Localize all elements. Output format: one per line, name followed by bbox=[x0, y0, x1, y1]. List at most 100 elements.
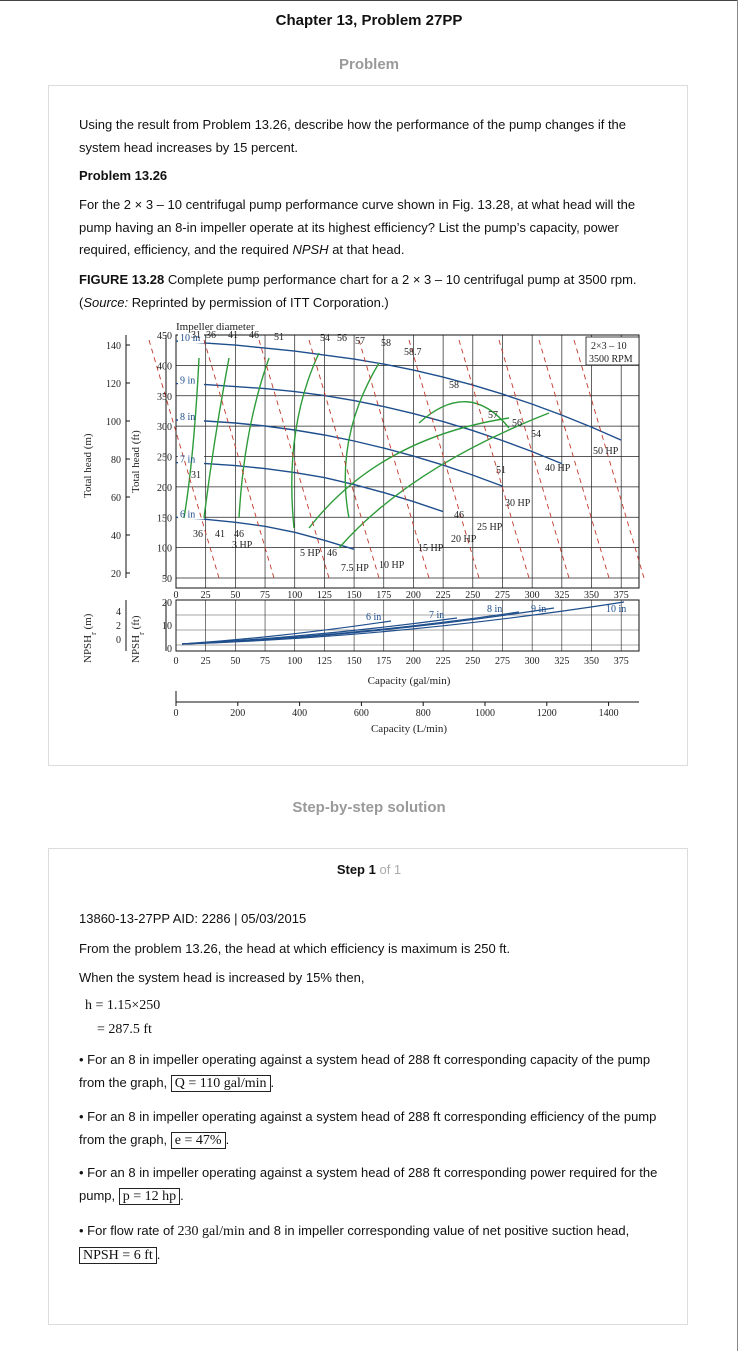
efficiency-label: 57 bbox=[488, 410, 498, 421]
head-ft-tick: 300 bbox=[157, 422, 172, 433]
npsh-gpm-tick: 150 bbox=[347, 656, 362, 667]
gpm-tick: 325 bbox=[554, 590, 569, 601]
efficiency-label: 31 bbox=[191, 470, 201, 481]
head-ft-axis-label: Total head (ft) bbox=[130, 430, 142, 493]
lpm-tick: 1400 bbox=[599, 708, 619, 719]
head-ft-tick: 400 bbox=[157, 361, 172, 372]
efficiency-label: 58 bbox=[381, 338, 391, 349]
hp-label: 7.5 HP bbox=[341, 563, 369, 574]
solution-line-1: From the problem 13.26, the head at whic… bbox=[79, 941, 511, 956]
efficiency-curve bbox=[291, 352, 320, 529]
head-m-tick: 120 bbox=[106, 379, 121, 390]
gpm-axis-label: Capacity (gal/min) bbox=[368, 675, 451, 687]
figure-caption: FIGURE 13.28 Complete pump performance c… bbox=[79, 272, 637, 310]
lpm-tick: 0 bbox=[174, 708, 179, 719]
npsh-ft-tick: 10 bbox=[162, 621, 172, 632]
npsh-gpm-tick: 375 bbox=[614, 656, 629, 667]
page-title: Chapter 13, Problem 27PP bbox=[275, 12, 463, 29]
efficiency-label: 58 bbox=[449, 380, 459, 391]
lpm-tick: 800 bbox=[416, 708, 431, 719]
sub-problem-title: Problem 13.26 bbox=[79, 168, 168, 183]
gpm-tick: 300 bbox=[525, 590, 540, 601]
gpm-tick: 200 bbox=[406, 590, 421, 601]
impeller-diameter-title: Impeller diameter bbox=[176, 321, 255, 333]
plot-frame bbox=[175, 334, 640, 589]
chart-labels: 4504003503002502001501005014012010080604… bbox=[82, 321, 633, 735]
efficiency-label: 41 bbox=[228, 330, 238, 341]
npsh-m-tick: 0 bbox=[116, 635, 121, 646]
npsh-ft-tick: 20 bbox=[162, 598, 172, 609]
npsh-frame bbox=[175, 599, 640, 652]
gpm-tick: 225 bbox=[436, 590, 451, 601]
npsh-gpm-tick: 250 bbox=[465, 656, 480, 667]
npsh-gpm-tick: 350 bbox=[584, 656, 599, 667]
efficiency-label: 41 bbox=[215, 529, 225, 540]
gpm-tick: 75 bbox=[260, 590, 270, 601]
step-card: Step 1 of 1 13860-13-27PP AID: 2286 | 05… bbox=[48, 848, 688, 1325]
efficiency-curve bbox=[418, 401, 510, 429]
head-m-tick: 20 bbox=[111, 569, 121, 580]
lpm-tick: 1200 bbox=[537, 708, 557, 719]
impeller-curve bbox=[175, 382, 563, 465]
gpm-tick: 150 bbox=[347, 590, 362, 601]
hp-line bbox=[573, 339, 645, 579]
bullet-power: • For an 8 in impeller operating against… bbox=[79, 1165, 658, 1205]
hp-label: 30 HP bbox=[505, 498, 531, 509]
efficiency-label: 56 bbox=[337, 333, 347, 344]
hp-label: 20 HP bbox=[451, 534, 477, 545]
efficiency-label: 46 bbox=[327, 548, 337, 559]
head-ft-tick: 50 bbox=[162, 574, 172, 585]
efficiency-label: 46 bbox=[249, 330, 259, 341]
efficiency-label: 51 bbox=[496, 465, 506, 476]
sub-problem-text: For the 2 × 3 – 10 centrifugal pump perf… bbox=[79, 197, 636, 257]
impeller-curve bbox=[175, 419, 503, 487]
impeller-label: 10 in bbox=[180, 333, 200, 344]
npsh-curve-label: 8 in bbox=[487, 604, 502, 615]
impeller-label-bg bbox=[178, 411, 204, 423]
head-ft-tick: 450 bbox=[157, 331, 172, 342]
hp-label: 50 HP bbox=[593, 446, 619, 457]
npsh-curve-label: 7 in bbox=[429, 610, 444, 621]
hp-line bbox=[498, 339, 570, 579]
problem-section-label: Problem bbox=[338, 56, 399, 73]
hp-label: 25 HP bbox=[477, 522, 503, 533]
chart-curves bbox=[148, 332, 645, 645]
equation-line-1: h = 1.15×250 bbox=[85, 998, 161, 1013]
bullet-capacity: • For an 8 in impeller operating against… bbox=[79, 1052, 651, 1092]
efficiency-label: 51 bbox=[274, 332, 284, 343]
answer-efficiency: e = 47% bbox=[170, 1131, 226, 1149]
answer-npsh: NPSH = 6 ft bbox=[79, 1246, 157, 1264]
bullet-efficiency: • For an 8 in impeller operating against… bbox=[79, 1109, 657, 1149]
efficiency-label: 56 bbox=[512, 418, 522, 429]
impeller-label-bg bbox=[178, 508, 204, 520]
impeller-curve bbox=[175, 461, 444, 513]
impeller-label-bg bbox=[178, 332, 204, 344]
answer-capacity: Q = 110 gal/min bbox=[170, 1074, 271, 1092]
hp-label: 5 HP bbox=[300, 548, 321, 559]
impeller-label-bg bbox=[178, 374, 204, 386]
npsh-m-axis-label: NPSHr (m) bbox=[82, 613, 98, 663]
efficiency-curve bbox=[203, 357, 230, 519]
npsh-gpm-tick: 125 bbox=[317, 656, 332, 667]
efficiency-label: 36 bbox=[193, 529, 203, 540]
efficiency-curve bbox=[308, 417, 510, 529]
npsh-m-tick: 2 bbox=[116, 621, 121, 632]
gpm-tick: 175 bbox=[376, 590, 391, 601]
head-m-tick: 40 bbox=[111, 531, 121, 542]
efficiency-label: 36 bbox=[206, 330, 216, 341]
aid-line: 13860-13-27PP AID: 2286 | 05/03/2015 bbox=[79, 911, 307, 926]
npsh-gpm-tick: 175 bbox=[376, 656, 391, 667]
head-ft-tick: 100 bbox=[157, 544, 172, 555]
gpm-tick: 125 bbox=[317, 590, 332, 601]
impeller-label: 9 in bbox=[180, 376, 195, 387]
efficiency-curve bbox=[338, 412, 550, 549]
npsh-ft-axis-label: NPSHr (ft) bbox=[130, 615, 146, 663]
hp-label: 15 HP bbox=[418, 543, 444, 554]
gpm-tick: 350 bbox=[584, 590, 599, 601]
npsh-gpm-tick: 275 bbox=[495, 656, 510, 667]
head-ft-tick: 150 bbox=[157, 513, 172, 524]
model-box bbox=[585, 336, 640, 366]
hp-label: 3 HP bbox=[232, 540, 253, 551]
solution-section-label: Step-by-step solution bbox=[292, 799, 446, 816]
efficiency-label: 58.7 bbox=[404, 347, 422, 358]
